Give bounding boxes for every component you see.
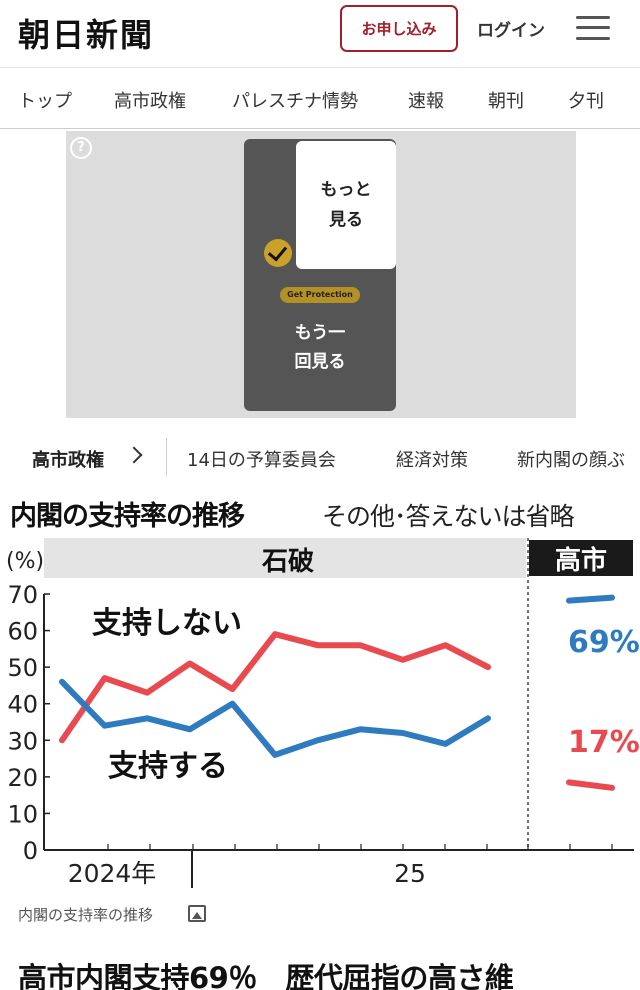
- topic-new-cabinet[interactable]: 新内閣の顔ぶ: [517, 450, 625, 471]
- y-tick-label: 10: [7, 800, 38, 828]
- y-tick-label: 0: [23, 837, 38, 865]
- y-tick-label: 30: [7, 727, 38, 755]
- y-axis-unit: (%): [6, 549, 44, 574]
- section-nav: トップ 高市政権 パレスチナ情勢 速報 朝刊 夕刊: [0, 69, 640, 129]
- topic-budget-committee[interactable]: 14日の予算委員会: [187, 450, 336, 471]
- topic-strip: 高市政権 14日の予算委員会 経済対策 新内閣の顔ぶ: [0, 428, 640, 486]
- ad-replay-button[interactable]: もう一回見る: [294, 323, 346, 372]
- y-tick-label: 40: [7, 691, 38, 719]
- question-icon[interactable]: ?: [70, 137, 92, 159]
- tab-evening-edition[interactable]: 夕刊: [568, 91, 604, 112]
- tab-morning-edition[interactable]: 朝刊: [488, 91, 524, 112]
- series-line-disapprove: [59, 631, 491, 744]
- takaichi-approve-mark: [566, 594, 615, 604]
- tab-palestine[interactable]: パレスチナ情勢: [232, 91, 358, 112]
- subscribe-button[interactable]: お申し込み: [340, 5, 458, 52]
- divider: [166, 438, 167, 476]
- chart-subtitle: その他･答えないは省略: [322, 502, 575, 531]
- period-label-takaichi: 高市: [555, 545, 607, 576]
- tab-top[interactable]: トップ: [18, 91, 72, 112]
- series-label-disapprove: 支持しない: [92, 606, 242, 641]
- advertisement: ? Get Protection もっと見る もう一回見る: [66, 131, 576, 418]
- series-line-approve: [59, 678, 491, 758]
- chart-title: 内閣の支持率の推移: [10, 501, 245, 532]
- y-tick-label: 60: [7, 618, 38, 646]
- tab-breaking-news[interactable]: 速報: [408, 91, 444, 112]
- x-tick-label: 2024年: [68, 859, 157, 888]
- y-tick-label: 20: [7, 764, 38, 792]
- ad-protect-label[interactable]: Get Protection: [280, 287, 360, 303]
- y-tick-label: 50: [7, 654, 38, 682]
- x-tick-label: 25: [394, 859, 426, 888]
- approval-chart-figure[interactable]: 内閣の支持率の推移 その他･答えないは省略 石破 高市 (%) 0 10 20 30 4…: [0, 488, 640, 900]
- site-header: 朝日新聞 お申し込み ログイン: [0, 0, 640, 68]
- takaichi-approve-value: 69%: [568, 625, 640, 660]
- check-icon: [264, 239, 292, 267]
- ad-card[interactable]: Get Protection もっと見る もう一回見る: [244, 139, 396, 411]
- y-tick-label: 70: [7, 581, 38, 609]
- topic-economic-measures[interactable]: 経済対策: [396, 450, 468, 471]
- figure-caption: 内閣の支持率の推移: [18, 906, 154, 924]
- site-logo[interactable]: 朝日新聞: [18, 16, 155, 54]
- login-link[interactable]: ログイン: [477, 21, 545, 41]
- period-band-takaichi: [529, 540, 633, 576]
- topic-takaichi-government[interactable]: 高市政権: [32, 450, 104, 471]
- chevron-right-icon[interactable]: [125, 446, 143, 464]
- tab-takaichi-government[interactable]: 高市政権: [114, 91, 186, 112]
- image-icon[interactable]: [188, 905, 206, 922]
- approval-chart: 石破 高市 (%) 0 10 20 30 40 50 60 70 2024年 25 支持しない支…: [6, 538, 640, 888]
- takaichi-disapprove-mark: [566, 779, 615, 791]
- period-band-ishiba: [44, 538, 526, 578]
- ad-more-button[interactable]: もっと見る: [296, 141, 396, 269]
- period-label-ishiba: 石破: [261, 547, 314, 577]
- series-label-approve: 支持する: [108, 749, 228, 784]
- takaichi-disapprove-value: 17%: [568, 725, 640, 760]
- hamburger-icon[interactable]: [576, 14, 610, 42]
- article-headline[interactable]: 高市内閣支持69％ 歴代屈指の高さ維: [18, 961, 514, 990]
